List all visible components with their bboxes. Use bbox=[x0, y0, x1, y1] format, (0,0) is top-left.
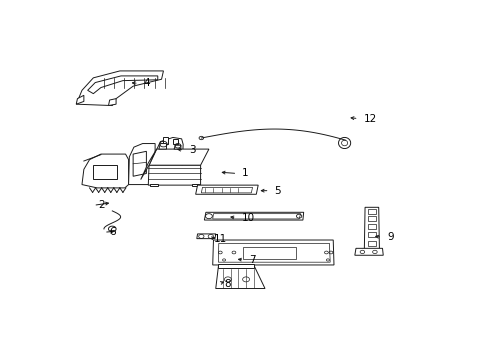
Text: 3: 3 bbox=[189, 145, 195, 155]
Polygon shape bbox=[163, 138, 168, 144]
Polygon shape bbox=[128, 144, 155, 185]
Polygon shape bbox=[87, 76, 158, 94]
Polygon shape bbox=[354, 248, 383, 255]
Polygon shape bbox=[191, 184, 199, 186]
Text: 2: 2 bbox=[98, 201, 104, 210]
Polygon shape bbox=[141, 149, 156, 180]
Polygon shape bbox=[364, 207, 379, 252]
Text: 1: 1 bbox=[242, 168, 248, 179]
Polygon shape bbox=[215, 266, 264, 288]
Polygon shape bbox=[367, 232, 375, 237]
Polygon shape bbox=[93, 165, 117, 179]
Polygon shape bbox=[367, 209, 375, 214]
Polygon shape bbox=[218, 264, 254, 268]
Polygon shape bbox=[212, 214, 300, 219]
Text: 11: 11 bbox=[213, 234, 226, 244]
Polygon shape bbox=[367, 224, 375, 229]
Polygon shape bbox=[201, 187, 252, 193]
Polygon shape bbox=[108, 99, 116, 105]
Polygon shape bbox=[149, 149, 208, 165]
Polygon shape bbox=[76, 95, 84, 104]
Polygon shape bbox=[76, 71, 163, 105]
Polygon shape bbox=[212, 240, 333, 265]
Polygon shape bbox=[195, 185, 258, 194]
Polygon shape bbox=[243, 247, 296, 259]
Text: 4: 4 bbox=[143, 78, 150, 89]
Text: 6: 6 bbox=[109, 227, 115, 237]
Text: 5: 5 bbox=[274, 186, 281, 196]
Polygon shape bbox=[204, 212, 303, 220]
Polygon shape bbox=[367, 216, 375, 221]
Polygon shape bbox=[218, 243, 329, 262]
Text: 12: 12 bbox=[363, 114, 376, 123]
Polygon shape bbox=[148, 165, 200, 185]
Polygon shape bbox=[133, 151, 146, 176]
Text: 8: 8 bbox=[224, 279, 230, 288]
Polygon shape bbox=[173, 139, 178, 144]
Polygon shape bbox=[150, 184, 158, 186]
Polygon shape bbox=[367, 240, 375, 246]
Text: 9: 9 bbox=[386, 232, 393, 242]
Polygon shape bbox=[155, 138, 183, 182]
Polygon shape bbox=[159, 144, 166, 149]
Polygon shape bbox=[82, 154, 128, 188]
Text: 10: 10 bbox=[241, 213, 254, 223]
Text: 7: 7 bbox=[248, 255, 255, 265]
Polygon shape bbox=[196, 234, 215, 239]
Polygon shape bbox=[174, 145, 181, 149]
